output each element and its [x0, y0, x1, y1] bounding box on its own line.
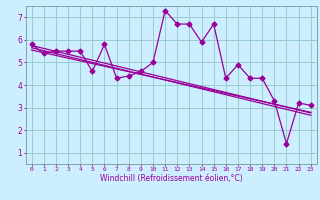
X-axis label: Windchill (Refroidissement éolien,°C): Windchill (Refroidissement éolien,°C) — [100, 174, 243, 183]
